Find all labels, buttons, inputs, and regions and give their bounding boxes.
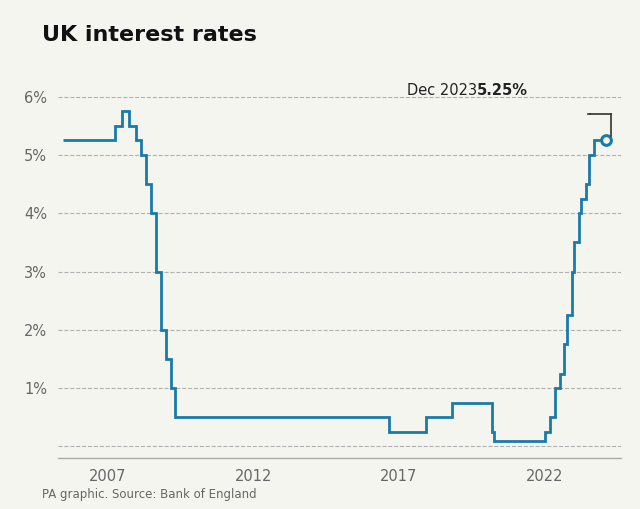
Text: Dec 2023: Dec 2023 [407,82,481,98]
Text: 5.25%: 5.25% [477,82,528,98]
Text: UK interest rates: UK interest rates [42,25,257,45]
Text: PA graphic. Source: Bank of England: PA graphic. Source: Bank of England [42,488,256,501]
